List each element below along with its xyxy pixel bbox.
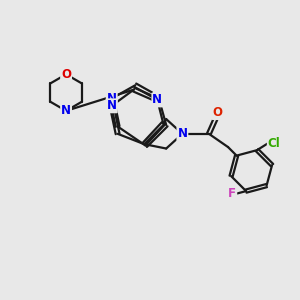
Text: N: N	[107, 92, 117, 105]
Text: N: N	[154, 92, 164, 105]
Text: N: N	[152, 93, 162, 106]
Text: N: N	[107, 99, 117, 112]
Text: N: N	[177, 127, 188, 140]
Text: O: O	[213, 106, 223, 119]
Text: O: O	[61, 68, 71, 81]
Text: F: F	[228, 187, 236, 200]
Text: Cl: Cl	[268, 137, 280, 150]
Text: N: N	[61, 104, 71, 117]
